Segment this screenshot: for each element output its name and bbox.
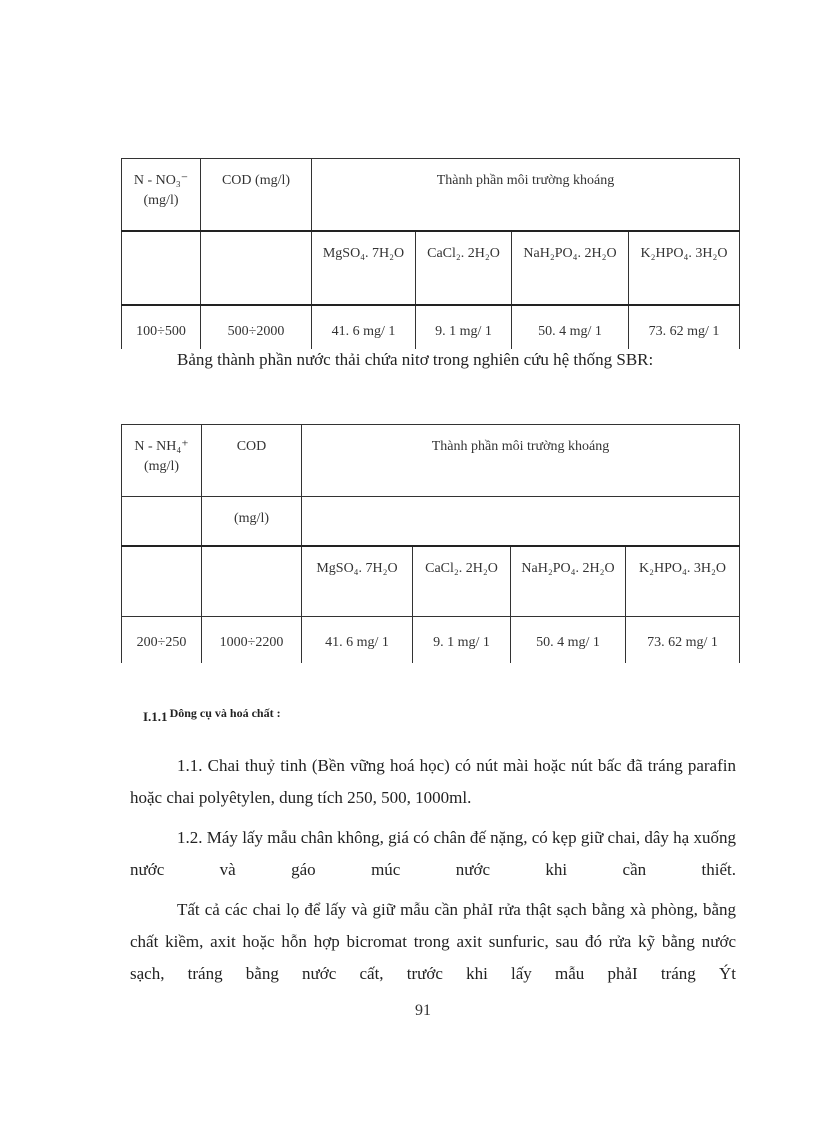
cell: 73. 62 mg/ 1 <box>624 616 741 663</box>
cell: 73. 62 mg/ 1 <box>627 303 741 349</box>
cell <box>200 229 312 305</box>
section-heading: I.1.1 Dông cụ và hoá chất : <box>143 706 281 726</box>
cell: 50. 4 mg/ 1 <box>511 303 629 349</box>
section-number: I.1.1 <box>143 709 168 724</box>
cell: 41. 6 mg/ 1 <box>311 303 416 349</box>
header-mineral: Thành phần môi trường khoáng <box>310 158 741 231</box>
header-cacl2: CaCl₂. 2H₂O <box>415 229 512 305</box>
header-n-no3: N - NO₃⁻ (mg/l) <box>121 158 201 231</box>
nitrate-composition-table: N - NO₃⁻ (mg/l) COD (mg/l) Thành phần mô… <box>121 158 741 349</box>
header-k2hpo4: K₂HPO₄. 3H₂O <box>627 229 741 305</box>
cod-unit: (mg/l) <box>201 496 302 546</box>
paragraph: 1.1. Chai thuỷ tinh (Bền vững hoá học) c… <box>130 756 736 807</box>
section-title: Dông cụ và hoá chất : <box>169 706 281 720</box>
ammonium-composition-table: N - NH₄⁺ (mg/l) COD Thành phần môi trườn… <box>121 424 741 663</box>
cell: 1000÷2200 <box>201 616 302 663</box>
cell: 9. 1 mg/ 1 <box>415 303 512 349</box>
header-k2hpo4: K₂HPO₄. 3H₂O <box>624 544 741 617</box>
paragraph: Tất cả các chai lọ để lấy và giữ mẫu cần… <box>130 900 736 983</box>
cell <box>121 544 202 617</box>
cell <box>121 496 202 546</box>
header-cacl2: CaCl₂. 2H₂O <box>412 544 511 617</box>
page-number: 91 <box>415 1002 431 1019</box>
cell: 100÷500 <box>121 303 201 349</box>
header-mineral: Thành phần môi trường khoáng <box>300 424 741 497</box>
cell: 500÷2000 <box>200 303 312 349</box>
table-caption: Bảng thành phần nước thải chứa nitơ tron… <box>177 350 654 369</box>
body-text: 1.1. Chai thuỷ tinh (Bền vững hoá học) c… <box>130 750 736 998</box>
header-cod: COD (mg/l) <box>200 158 312 231</box>
cell: 200÷250 <box>121 616 202 663</box>
header-nah2po4: NaH₂PO₄. 2H₂O <box>510 544 626 617</box>
header-mgso4: MgSO₄. 7H₂O <box>301 544 413 617</box>
header-n-nh4: N - NH₄⁺ (mg/l) <box>121 424 202 497</box>
cell: 9. 1 mg/ 1 <box>412 616 511 663</box>
cell <box>121 229 201 305</box>
header-nah2po4: NaH₂PO₄. 2H₂O <box>511 229 629 305</box>
cell <box>201 544 302 617</box>
header-cod: COD <box>201 424 302 497</box>
cell <box>300 496 741 546</box>
cell: 50. 4 mg/ 1 <box>510 616 626 663</box>
paragraph: 1.2. Máy lấy mẫu chân không, giá có chân… <box>130 828 736 879</box>
cell: 41. 6 mg/ 1 <box>301 616 413 663</box>
header-mgso4: MgSO₄. 7H₂O <box>311 229 416 305</box>
